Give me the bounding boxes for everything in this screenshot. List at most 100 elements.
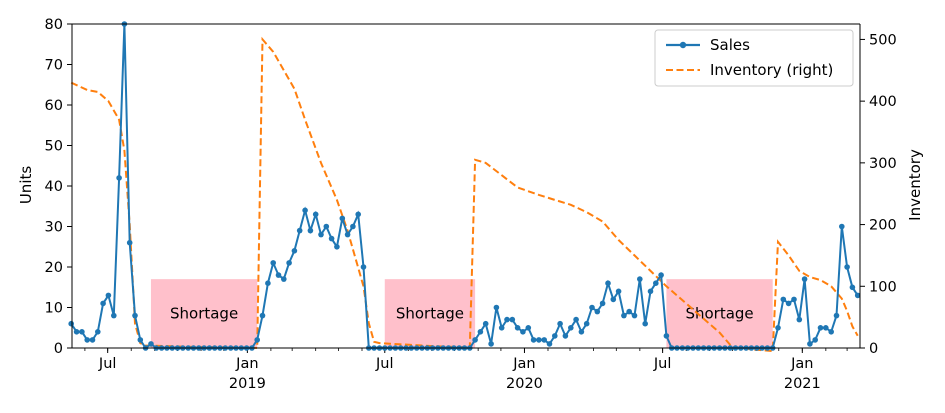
y-left-tick-label: 0 bbox=[54, 341, 63, 357]
sales-point bbox=[663, 333, 670, 339]
sales-point bbox=[849, 284, 856, 291]
legend-inventory-label: Inventory (right) bbox=[710, 61, 833, 79]
sales-point bbox=[626, 308, 632, 315]
sales-point bbox=[520, 329, 526, 335]
y-right-tick-label: 100 bbox=[869, 279, 897, 295]
sales-point bbox=[296, 227, 303, 234]
x-tick-label: Jan bbox=[790, 356, 813, 372]
sales-point bbox=[578, 329, 585, 335]
y-left-tick-label: 10 bbox=[45, 301, 63, 317]
shortage-band bbox=[384, 279, 476, 348]
sales-point bbox=[530, 337, 537, 343]
sales-point bbox=[137, 337, 144, 343]
sales-point bbox=[546, 341, 553, 347]
sales-point bbox=[355, 211, 362, 218]
sales-point bbox=[557, 320, 563, 327]
sales-point bbox=[360, 264, 367, 270]
y-left-tick-label: 60 bbox=[45, 98, 63, 114]
sales-point bbox=[328, 235, 335, 242]
sales-point bbox=[525, 325, 532, 331]
sales-point bbox=[562, 333, 569, 339]
y-left-tick-label: 80 bbox=[45, 17, 63, 33]
x-tick-label: Jan bbox=[512, 356, 535, 372]
y-left-tick-label: 50 bbox=[45, 139, 63, 155]
y-right-tick-label: 500 bbox=[869, 32, 897, 48]
sales-point bbox=[105, 292, 112, 299]
sales-point bbox=[100, 300, 106, 307]
sales-point bbox=[509, 316, 516, 323]
shortage-label: Shortage bbox=[170, 305, 238, 323]
sales-point bbox=[312, 211, 319, 218]
sales-point bbox=[334, 244, 340, 250]
legend-sales-label: Sales bbox=[710, 36, 750, 54]
sales-point bbox=[807, 341, 813, 347]
sales-point bbox=[653, 280, 659, 287]
y-right-tick-label: 300 bbox=[869, 156, 897, 172]
sales-point bbox=[594, 308, 601, 315]
shortage-band bbox=[666, 279, 773, 348]
sales-point bbox=[472, 337, 478, 343]
sales-point bbox=[116, 175, 122, 181]
sales-point bbox=[854, 292, 861, 299]
sales-point bbox=[631, 312, 638, 319]
sales-point bbox=[68, 320, 74, 327]
axes-frame bbox=[71, 23, 861, 349]
sales-point bbox=[307, 227, 314, 234]
sales-point bbox=[621, 312, 627, 319]
sales-point bbox=[148, 341, 154, 347]
sales-point bbox=[265, 280, 271, 287]
sales-point bbox=[493, 304, 500, 311]
y-left-tick-label: 20 bbox=[45, 260, 63, 276]
sales-point bbox=[259, 312, 266, 319]
y-right-tick-label: 0 bbox=[869, 341, 878, 357]
sales-point bbox=[79, 329, 85, 335]
sales-point bbox=[482, 320, 489, 327]
shortage-label: Shortage bbox=[396, 305, 464, 323]
sales-point bbox=[583, 320, 590, 327]
sales-point bbox=[270, 260, 277, 266]
sales-point bbox=[488, 341, 494, 347]
sales-point bbox=[541, 337, 547, 343]
sales-point bbox=[281, 276, 287, 282]
sales-point bbox=[89, 337, 96, 343]
sales-point bbox=[126, 239, 133, 246]
sales-point bbox=[504, 316, 510, 323]
sales-point bbox=[254, 337, 260, 343]
sales-point bbox=[610, 296, 617, 303]
sales-point bbox=[73, 329, 80, 335]
sales-point bbox=[775, 325, 781, 331]
sales-point bbox=[568, 325, 574, 331]
sales-point bbox=[536, 337, 542, 343]
sales-point bbox=[796, 316, 803, 323]
sales-point bbox=[552, 333, 558, 339]
sales-point bbox=[839, 223, 845, 230]
legend: Sales Inventory (right) bbox=[654, 29, 854, 87]
sales-point bbox=[791, 296, 797, 303]
sales-point bbox=[785, 300, 792, 307]
shortage-label: Shortage bbox=[685, 305, 753, 323]
x-tick-label: Jul bbox=[653, 356, 672, 372]
sales-point bbox=[812, 337, 818, 343]
sales-point bbox=[350, 223, 356, 230]
sales-point bbox=[605, 280, 611, 287]
sales-point bbox=[833, 312, 840, 319]
sales-point bbox=[615, 288, 622, 295]
x-year-label: 2020 bbox=[506, 376, 543, 392]
y-left-tick-label: 70 bbox=[45, 58, 63, 74]
axes: 0 10 20 30 40 50 60 70 80 0 100 200 300 400 500 Jul Jan 2… bbox=[45, 17, 897, 392]
sales-point bbox=[637, 276, 643, 282]
sales-point bbox=[573, 316, 579, 323]
sales-point bbox=[801, 276, 808, 282]
sales-point bbox=[589, 304, 595, 311]
sales-point bbox=[477, 329, 484, 335]
sales-point bbox=[339, 215, 346, 222]
shortage-band bbox=[150, 279, 258, 348]
sales-point bbox=[286, 260, 292, 266]
sales-point bbox=[828, 329, 834, 335]
y-right-tick-label: 400 bbox=[869, 94, 897, 110]
sales-point bbox=[84, 337, 90, 343]
sales-point bbox=[323, 223, 330, 230]
x-tick-label: Jul bbox=[98, 356, 117, 372]
x-year-label: 2021 bbox=[784, 376, 821, 392]
